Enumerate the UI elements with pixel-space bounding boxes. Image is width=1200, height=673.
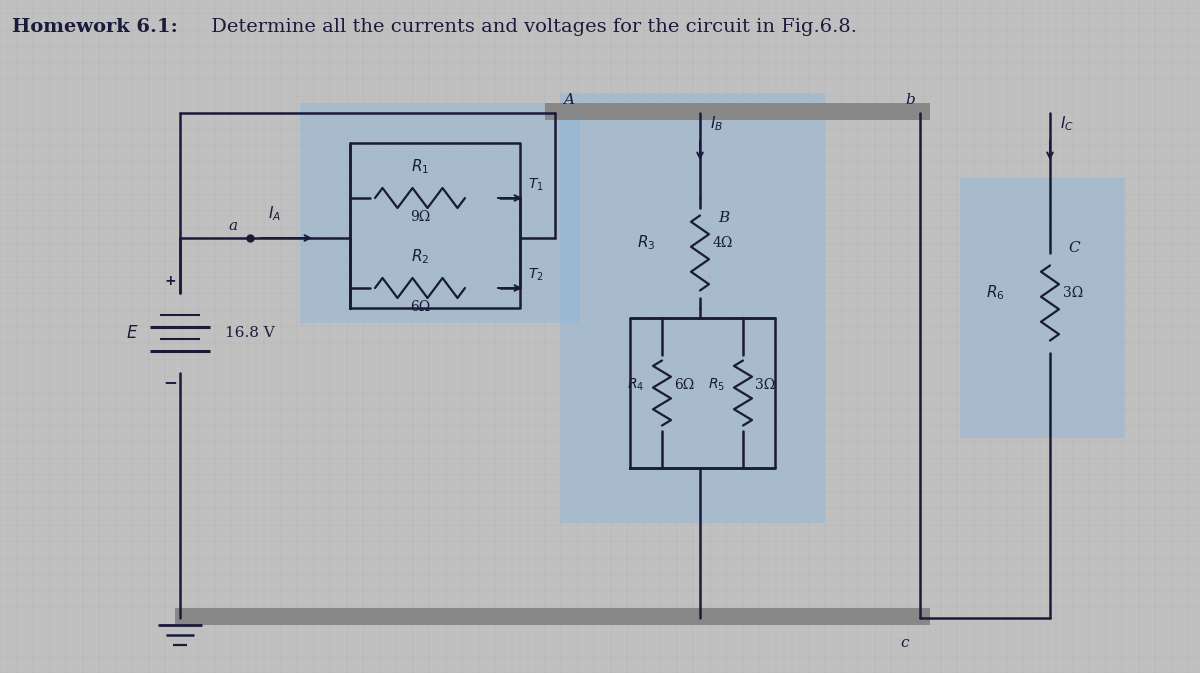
- Text: +: +: [164, 274, 176, 288]
- Text: $R_4$: $R_4$: [626, 377, 644, 393]
- Text: 3Ω: 3Ω: [1063, 286, 1084, 300]
- Text: 16.8 V: 16.8 V: [226, 326, 275, 340]
- Text: 6Ω: 6Ω: [410, 300, 430, 314]
- Text: $R_3$: $R_3$: [636, 234, 655, 252]
- Text: Homework 6.1:: Homework 6.1:: [12, 18, 178, 36]
- Text: −: −: [163, 373, 176, 391]
- Text: $R_5$: $R_5$: [708, 377, 725, 393]
- Text: c: c: [901, 636, 910, 650]
- Text: $T_2$: $T_2$: [528, 267, 544, 283]
- Text: 6Ω: 6Ω: [674, 378, 695, 392]
- Text: $R_6$: $R_6$: [986, 283, 1006, 302]
- Text: $I_B$: $I_B$: [710, 114, 724, 133]
- Text: A: A: [563, 93, 574, 107]
- Text: $T_1$: $T_1$: [528, 176, 544, 193]
- Text: Determine all the currents and voltages for the circuit in Fig.6.8.: Determine all the currents and voltages …: [205, 18, 857, 36]
- Text: 9Ω: 9Ω: [410, 210, 430, 224]
- Text: b: b: [905, 93, 914, 107]
- Text: C: C: [1068, 241, 1080, 255]
- Text: $I_C$: $I_C$: [1060, 114, 1074, 133]
- Text: 3Ω: 3Ω: [755, 378, 775, 392]
- Text: $I_A$: $I_A$: [269, 205, 282, 223]
- Text: a: a: [229, 219, 238, 233]
- Text: $R_1$: $R_1$: [410, 157, 430, 176]
- Bar: [560, 93, 826, 523]
- Text: B: B: [718, 211, 730, 225]
- Bar: [300, 103, 580, 323]
- Text: $E$: $E$: [126, 324, 138, 341]
- Bar: [960, 178, 1126, 438]
- Bar: [545, 103, 930, 120]
- Bar: [175, 608, 930, 625]
- Text: $R_2$: $R_2$: [410, 247, 430, 266]
- Text: 4Ω: 4Ω: [713, 236, 733, 250]
